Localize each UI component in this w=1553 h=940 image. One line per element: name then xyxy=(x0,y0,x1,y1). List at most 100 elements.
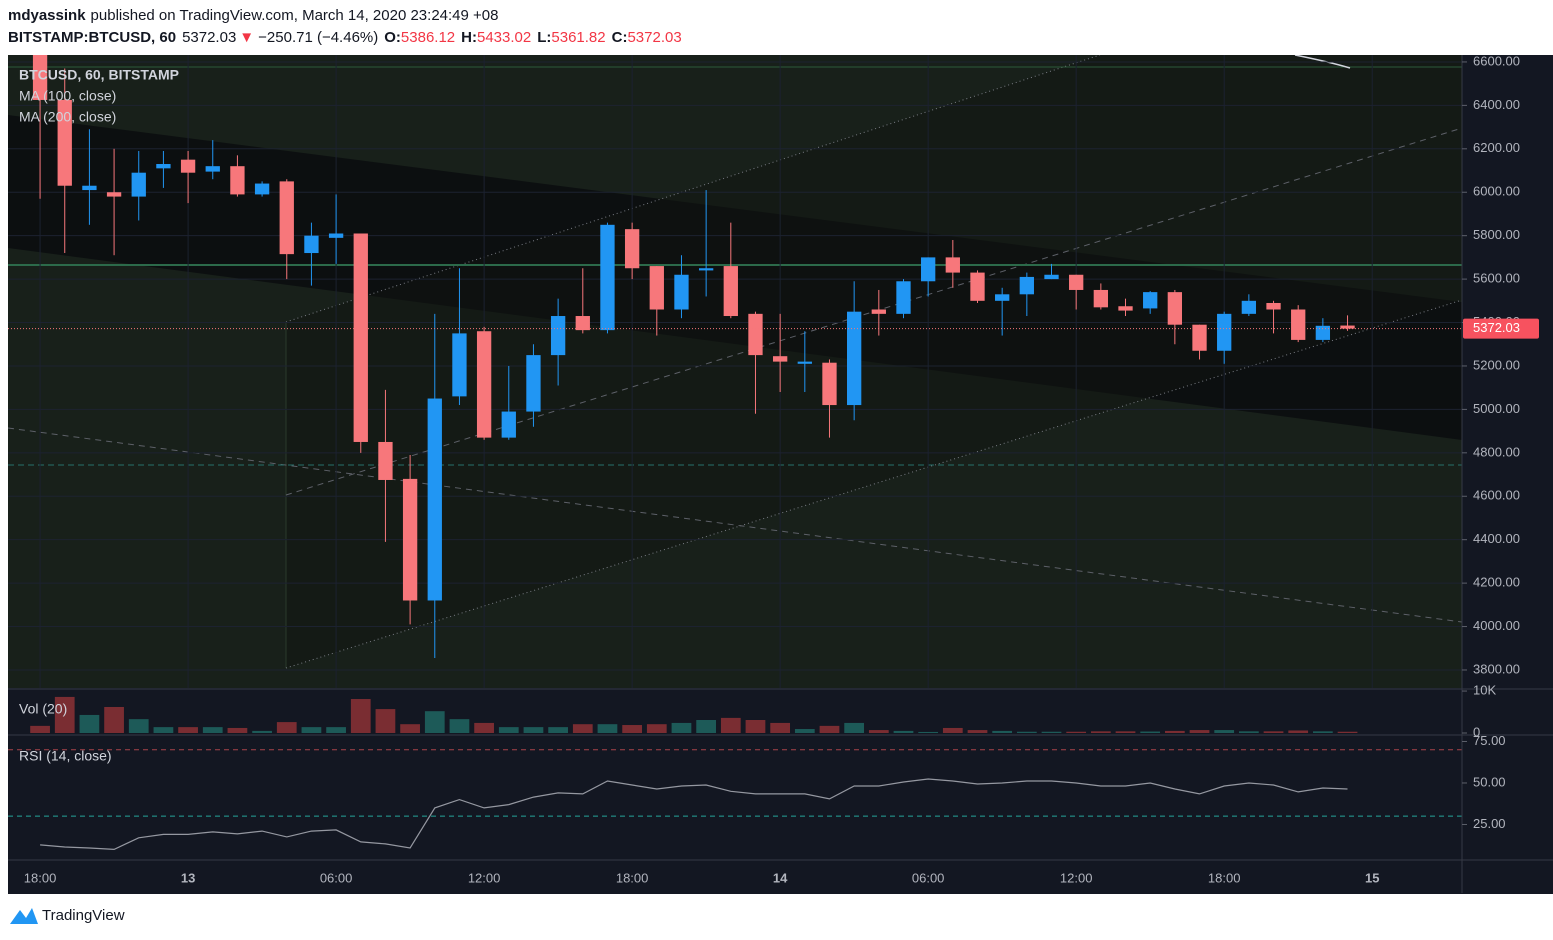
y-tick-label: 6600.00 xyxy=(1473,53,1520,68)
candle-body xyxy=(1266,302,1281,310)
y-tick-label: 5000.00 xyxy=(1473,401,1520,416)
y-tick-label: 5600.00 xyxy=(1473,271,1520,286)
candle-body xyxy=(279,181,294,255)
ohlc-label: L: xyxy=(537,29,551,46)
candle-body xyxy=(822,362,837,406)
candle-body xyxy=(1118,306,1133,311)
ohlc-value: 5433.02 xyxy=(477,29,531,46)
ohlc-value: 5372.03 xyxy=(627,29,681,46)
volume-bar xyxy=(498,727,519,733)
y-tick-label: 4400.00 xyxy=(1473,531,1520,546)
brand[interactable]: TradingView xyxy=(42,907,125,924)
y-tick-label: 4800.00 xyxy=(1473,444,1520,459)
volume-pane xyxy=(30,696,1358,733)
candle-body xyxy=(353,233,368,442)
ohlc-label: H: xyxy=(461,29,477,46)
volume-bar xyxy=(844,722,865,733)
candle-body xyxy=(57,99,72,186)
volume-bar xyxy=(252,730,272,733)
volume-bar xyxy=(1263,731,1284,733)
candle-body xyxy=(575,316,590,331)
candle-body xyxy=(1093,289,1108,308)
y-tick-label: 3800.00 xyxy=(1473,661,1520,676)
x-tick-label: 06:00 xyxy=(320,870,353,885)
volume-title: Vol (20) xyxy=(19,701,67,717)
y-tick-label: 50.00 xyxy=(1473,774,1506,789)
volume-bar xyxy=(1090,731,1111,733)
rsi-title: RSI (14, close) xyxy=(19,748,112,764)
candle-body xyxy=(1291,309,1306,340)
candle-body xyxy=(1315,325,1331,340)
volume-bar xyxy=(326,727,346,733)
candle-body xyxy=(427,398,442,601)
volume-bar xyxy=(350,699,371,733)
volume-bar xyxy=(1140,731,1161,733)
ohlc-label: O: xyxy=(384,29,401,46)
candle-body xyxy=(1019,276,1034,295)
candle-body xyxy=(846,311,862,406)
volume-bar xyxy=(30,725,50,733)
volume-bar xyxy=(128,719,149,733)
x-tick-label: 12:00 xyxy=(468,870,501,885)
volume-bar xyxy=(819,725,840,733)
drawing-line xyxy=(285,55,1101,323)
price-pane xyxy=(8,55,1462,688)
y-tick-label: 10K xyxy=(1473,682,1496,697)
logo-icon[interactable] xyxy=(10,908,38,924)
candle-body xyxy=(921,257,936,282)
last-price: 5372.03 xyxy=(182,29,236,46)
candle-body xyxy=(402,478,418,601)
candle-body xyxy=(526,355,541,412)
candle-body xyxy=(1143,292,1158,309)
author: mdyassink xyxy=(8,7,86,24)
y-tick-label: 5800.00 xyxy=(1473,227,1520,242)
candle-body xyxy=(624,229,640,269)
candle-body xyxy=(378,441,393,480)
volume-bar xyxy=(79,714,100,733)
rsi-line xyxy=(40,778,1348,851)
candle-body xyxy=(230,166,245,195)
volume-bar xyxy=(720,717,741,733)
volume-bar xyxy=(992,730,1013,733)
volume-bar xyxy=(104,706,124,733)
volume-bar xyxy=(400,724,420,733)
drawing-line xyxy=(285,127,1462,496)
change: −250.71 (−4.46%) xyxy=(258,29,378,46)
candle-body xyxy=(1044,274,1059,280)
volume-bar xyxy=(1312,731,1333,733)
arrow: ▼ xyxy=(239,29,254,46)
y-tick-label: 4000.00 xyxy=(1473,618,1520,633)
candle-body xyxy=(1069,274,1084,290)
candle-body xyxy=(995,294,1010,301)
volume-bar xyxy=(1214,730,1235,733)
candle-body xyxy=(1217,313,1232,351)
volume-bar xyxy=(54,696,75,733)
volume-bar xyxy=(745,719,766,733)
published: published on TradingView.com, March 14, … xyxy=(91,7,499,24)
legend-title: BTCUSD, 60, BITSTAMP xyxy=(19,67,179,83)
candle-body xyxy=(1241,300,1257,314)
volume-bar xyxy=(301,727,322,733)
drawings xyxy=(8,55,1462,688)
volume-bar xyxy=(424,711,445,733)
volume-bar xyxy=(696,719,717,733)
candle-body xyxy=(797,361,812,364)
candle-body xyxy=(131,172,146,197)
ohlc-value: 5361.82 xyxy=(551,29,605,46)
header-line: mdyassink published on TradingView.com, M… xyxy=(8,7,498,24)
y-tick-label: 0 xyxy=(1473,724,1480,739)
volume-bar xyxy=(449,719,470,733)
candle-body xyxy=(452,333,467,397)
candle-body xyxy=(649,266,664,310)
volume-bar xyxy=(794,729,815,733)
ohlc-label: C: xyxy=(612,29,628,46)
x-tick-label: 06:00 xyxy=(912,870,945,885)
volume-bar xyxy=(1041,731,1062,733)
y-tick-label: 5200.00 xyxy=(1473,357,1520,372)
candle-body xyxy=(501,411,516,438)
legend-indicator: MA (100, close) xyxy=(19,88,116,104)
volume-bar xyxy=(1288,730,1309,733)
drawing-line xyxy=(285,299,1462,669)
symbol-line: BITSTAMP:BTCUSD, 60 5372.03 ▼ −250.71 (−4.4… xyxy=(8,29,682,46)
